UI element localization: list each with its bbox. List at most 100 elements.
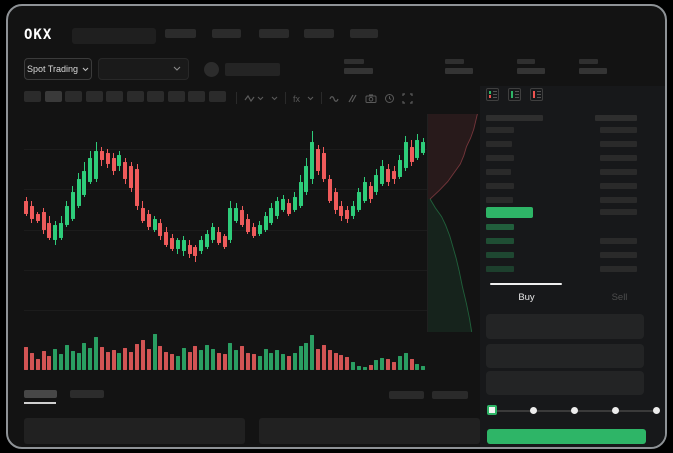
bid-row-price-skeleton[interactable] (486, 252, 514, 258)
candle-body (199, 240, 204, 252)
bottom-tab-active[interactable] (24, 390, 57, 398)
candle-body (415, 140, 420, 158)
history-clock-icon[interactable] (384, 93, 395, 104)
candle-body (205, 233, 210, 247)
book-asks-only-icon[interactable] (530, 88, 543, 101)
candle-body (111, 157, 116, 171)
bid-row-size-skeleton[interactable] (600, 252, 637, 258)
bid-row-price-skeleton[interactable] (486, 266, 514, 272)
ask-row-price-skeleton[interactable] (486, 197, 513, 203)
line-type-icon[interactable] (244, 93, 264, 104)
pair-select-dropdown[interactable] (98, 58, 189, 80)
candle-body (228, 207, 233, 241)
amount-slider-handle[interactable] (487, 405, 497, 415)
last-price-bar[interactable] (486, 207, 533, 218)
ask-row-size-skeleton[interactable] (600, 169, 637, 175)
bid-row-price-skeleton[interactable] (486, 238, 514, 244)
ask-row-size-skeleton[interactable] (600, 141, 637, 147)
chart-toolbar: fx (236, 91, 413, 105)
volume-bar (397, 356, 402, 370)
divider (236, 92, 237, 104)
candle-body (187, 244, 192, 254)
chevron-down-icon[interactable] (271, 96, 278, 101)
book-bids-only-icon[interactable] (508, 88, 521, 101)
bottom-action-skeleton[interactable] (432, 391, 468, 399)
timeframe-button[interactable] (106, 91, 123, 102)
ask-row-price-skeleton[interactable] (486, 155, 514, 161)
nav-item-skeleton[interactable] (350, 29, 378, 38)
slider-stop-dot[interactable] (570, 407, 578, 414)
ask-row-size-skeleton[interactable] (600, 127, 637, 133)
ask-row-price-skeleton[interactable] (486, 169, 511, 175)
indicator-fx-icon[interactable]: fx (293, 93, 314, 104)
timeframe-button[interactable] (188, 91, 205, 102)
bid-row-price-skeleton[interactable] (486, 224, 514, 230)
candle-body (146, 214, 151, 228)
volume-bar (245, 352, 250, 370)
volume-bar (59, 354, 63, 370)
camera-icon[interactable] (365, 93, 377, 104)
candle-body (403, 142, 408, 169)
ask-row-size-skeleton[interactable] (600, 197, 637, 203)
fullscreen-icon[interactable] (402, 92, 413, 104)
book-header-right-skeleton (595, 115, 637, 121)
candle-body (275, 201, 280, 217)
bottom-panel-right (259, 418, 480, 444)
okx-logo[interactable]: OKX (24, 27, 53, 43)
timeframe-button[interactable] (85, 91, 103, 102)
candle-body (362, 181, 367, 202)
ask-row-price-skeleton[interactable] (486, 183, 514, 189)
volume-bar (368, 365, 373, 370)
amount-input[interactable] (486, 344, 644, 368)
chevron-down-icon (82, 67, 89, 71)
timeframe-button[interactable] (44, 91, 62, 102)
slider-stop-dot[interactable] (652, 407, 660, 414)
order-book[interactable] (480, 110, 665, 284)
ask-row-size-skeleton[interactable] (600, 155, 637, 161)
candle-body (129, 166, 134, 189)
wave-icon[interactable] (329, 93, 340, 104)
avatar[interactable] (204, 62, 219, 77)
price-input[interactable] (486, 314, 644, 339)
candle-body (333, 192, 338, 210)
timeframe-button[interactable] (167, 91, 185, 102)
buy-submit-button[interactable] (487, 429, 646, 444)
volume-bar (339, 354, 344, 370)
volume-bars (24, 332, 427, 370)
nav-item-skeleton[interactable] (304, 29, 334, 38)
total-input[interactable] (486, 371, 644, 395)
bottom-panel-left (24, 418, 245, 444)
timeframe-button[interactable] (24, 91, 41, 102)
slider-stop-dot[interactable] (611, 407, 619, 414)
tab-buy[interactable]: Buy (518, 292, 535, 303)
volume-bar (70, 351, 75, 370)
bottom-action-skeleton[interactable] (389, 391, 424, 399)
timeframe-button[interactable] (65, 91, 82, 102)
volume-bar (193, 346, 198, 370)
timeframe-button[interactable] (126, 91, 144, 102)
bid-row-size-skeleton[interactable] (600, 238, 637, 244)
candle-body (356, 192, 361, 210)
ask-row-price-skeleton[interactable] (486, 141, 512, 147)
candle-body (321, 153, 326, 180)
candle-body (368, 185, 373, 200)
slider-stop-dot[interactable] (529, 407, 537, 414)
nav-item-skeleton[interactable] (165, 29, 196, 38)
volume-bar (53, 349, 58, 370)
timeframe-button[interactable] (147, 91, 164, 102)
tab-sell[interactable]: Sell (611, 292, 628, 303)
timeframe-button[interactable] (208, 91, 226, 102)
ask-row-price-skeleton[interactable] (486, 127, 514, 133)
spot-trading-button[interactable]: Spot Trading (24, 58, 92, 80)
candle-body (193, 246, 198, 256)
nav-item-skeleton[interactable] (212, 29, 241, 38)
bottom-tab[interactable] (70, 390, 104, 398)
drawing-tools-icon[interactable] (347, 93, 358, 104)
ask-row-size-skeleton[interactable] (600, 183, 637, 189)
candlestick-chart[interactable] (24, 114, 427, 332)
bid-row-size-skeleton[interactable] (600, 266, 637, 272)
nav-item-skeleton[interactable] (259, 29, 289, 38)
book-combined-icon[interactable] (486, 88, 499, 101)
candle-body (374, 175, 379, 193)
volume-bar (222, 354, 227, 370)
